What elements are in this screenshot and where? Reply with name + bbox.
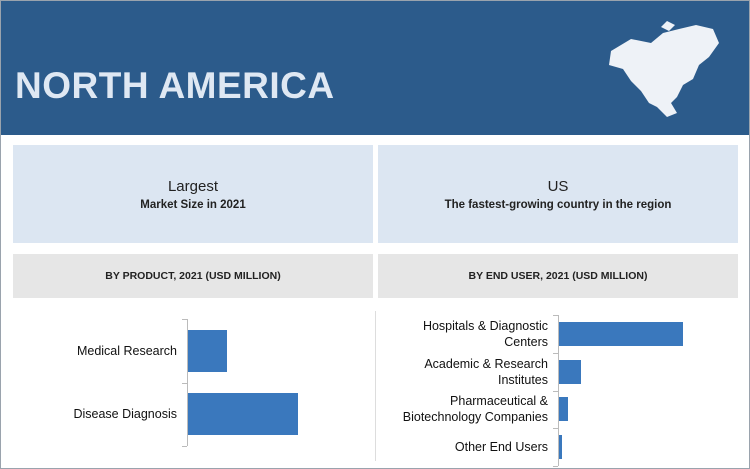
header-title: NORTH AMERICA	[15, 65, 335, 106]
tick-mark	[553, 352, 558, 354]
chart-title: BY PRODUCT, 2021 (USD MILLION)	[13, 254, 373, 298]
tick-mark	[182, 382, 187, 384]
category-label: Disease Diagnosis	[73, 407, 177, 422]
bar	[188, 393, 298, 436]
axis-line	[558, 315, 559, 466]
bar	[559, 359, 581, 384]
tick-mark	[553, 428, 558, 430]
card: US The fastest-growing country in the re…	[378, 145, 738, 243]
category-label: Medical Research	[76, 343, 177, 358]
bar	[559, 321, 684, 346]
bar	[188, 329, 227, 372]
tick-mark	[182, 319, 187, 320]
category-label: Pharmaceutical & Biotechnology Companies	[402, 394, 548, 425]
card-title: Largest	[167, 178, 219, 195]
card: Largest Market Size in 2021	[13, 145, 373, 243]
category-label: Hospitals & Diagnostic Centers	[422, 318, 548, 349]
card-subtitle: The fastest-growing country in the regio…	[444, 199, 672, 211]
card-subtitle: Market Size in 2021	[140, 199, 246, 211]
chart-title: BY END USER, 2021 (USD MILLION)	[378, 254, 738, 298]
tick-mark	[182, 446, 187, 447]
card-title: US	[547, 178, 569, 195]
axis-line	[187, 319, 188, 446]
category-label: Academic & Research Institutes	[424, 356, 548, 387]
tick-mark	[553, 315, 558, 316]
tick-mark	[553, 390, 558, 392]
category-label: Other End Users	[454, 440, 548, 455]
tick-mark	[553, 466, 558, 467]
bar	[559, 397, 568, 422]
map-icon	[609, 21, 719, 117]
divider	[375, 311, 376, 461]
bar	[559, 435, 563, 460]
